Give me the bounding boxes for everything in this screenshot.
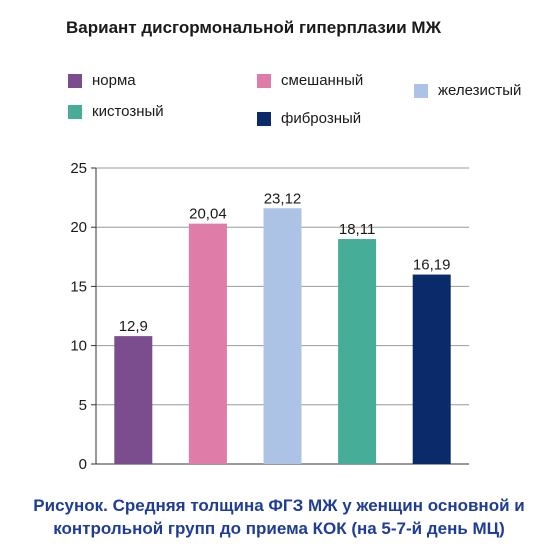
bars <box>114 208 451 464</box>
figure-caption: Рисунок. Средняя толщина ФГЗ МЖ у женщин… <box>0 494 558 540</box>
legend-label-smeshanny: смешанный <box>281 72 364 89</box>
bar-5 <box>412 274 451 464</box>
legend-swatch-norma <box>68 73 82 88</box>
y-tick-label: 20 <box>70 219 87 236</box>
bar-3 <box>263 208 302 464</box>
legend-item-zhelezisty: железистый <box>414 82 521 99</box>
data-label-4: 18,11 <box>339 221 375 238</box>
bar-1 <box>114 336 153 464</box>
legend-item-fibrozny: фиброзный <box>257 110 361 127</box>
legend-label-kistozny: кистозный <box>92 103 164 120</box>
axes: 0 5 10 15 20 25 <box>70 160 469 473</box>
bar-4 <box>338 239 377 464</box>
legend-label-fibrozny: фиброзный <box>281 110 362 127</box>
chart-title: Вариант дисгормональной гиперплазии МЖ <box>66 18 441 37</box>
legend-swatch-fibrozny <box>257 111 271 126</box>
legend-label-norma: норма <box>92 72 136 89</box>
data-labels: 12,9 20,04 23,12 18,11 16,19 <box>119 190 451 335</box>
data-label-2: 20,04 <box>189 206 227 223</box>
legend-item-norma: норма <box>68 72 136 89</box>
bar-2 <box>188 223 227 464</box>
legend-swatch-smeshanny <box>257 73 271 88</box>
data-label-3: 23,12 <box>264 190 302 207</box>
y-tick-label: 0 <box>79 456 87 473</box>
y-tick-label: 5 <box>79 397 87 414</box>
legend-swatch-zhelezisty <box>414 83 428 98</box>
y-tick-label: 10 <box>70 338 87 355</box>
legend-item-smeshanny: смешанный <box>257 72 363 89</box>
caption-line-1: Рисунок. Средняя толщина ФГЗ МЖ у женщин… <box>33 496 525 515</box>
data-label-1: 12,9 <box>119 318 148 335</box>
legend-label-zhelezisty: железистый <box>438 82 522 99</box>
y-tick-label: 15 <box>70 278 87 295</box>
legend-swatch-kistozny <box>68 104 82 119</box>
legend-item-kistozny: кистозный <box>68 103 164 120</box>
y-tick-label: 25 <box>70 160 87 177</box>
caption-line-2: контрольной групп до приема КОК (на 5-7-… <box>53 519 505 538</box>
data-label-5: 16,19 <box>413 257 451 274</box>
